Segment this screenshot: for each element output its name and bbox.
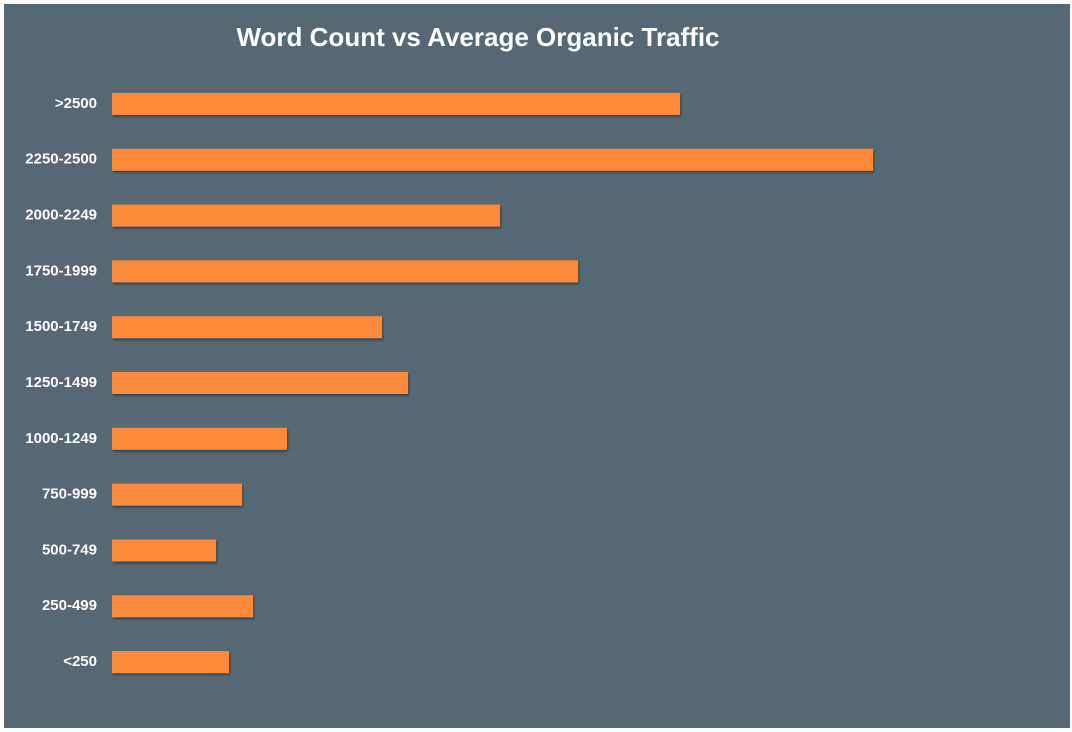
y-tick-label: <250 [63,653,97,670]
y-tick-label: 750-999 [42,486,97,503]
chart-title: Word Count vs Average Organic Traffic [236,22,719,52]
bar [112,595,253,618]
y-tick-label: 250-499 [42,597,97,614]
bar [112,427,287,450]
bar [112,316,382,339]
y-tick-label: 500-749 [42,541,97,558]
y-tick-label: 1500-1749 [25,318,97,335]
y-tick-label: 1000-1249 [25,430,97,447]
y-tick-label: 1750-1999 [25,262,97,279]
y-tick-label: 2000-2249 [25,207,97,224]
bar [112,92,680,115]
y-tick-label: 1250-1499 [25,374,97,391]
bar [112,483,242,506]
bar [112,148,873,171]
y-tick-label: 2250-2500 [25,151,97,168]
bar [112,260,578,283]
bar [112,372,408,394]
bar [112,539,216,562]
bar [112,204,500,227]
bar [112,651,229,674]
y-tick-label: >2500 [55,95,97,112]
